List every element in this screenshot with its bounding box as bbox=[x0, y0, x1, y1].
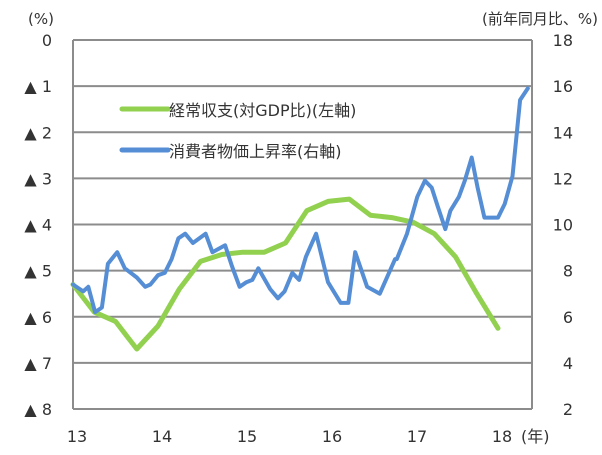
left-tick-label: ▲ 5 bbox=[24, 262, 52, 281]
cpi-line bbox=[71, 86, 530, 315]
x-tick-label: 18 bbox=[492, 427, 512, 446]
left-tick-label: 0 bbox=[42, 31, 52, 50]
x-axis-ticks: 13 14 15 16 17 18 bbox=[67, 427, 512, 446]
x-tick-label: 16 bbox=[322, 427, 342, 446]
left-tick-label: ▲ 2 bbox=[24, 123, 52, 142]
x-tick-label: 17 bbox=[407, 427, 427, 446]
left-axis-ticks: 0 ▲ 1 ▲ 2 ▲ 3 ▲ 4 ▲ 5 ▲ 6 ▲ 7 ▲ 8 bbox=[24, 31, 52, 419]
gridlines bbox=[72, 39, 533, 410]
x-tick-label: 14 bbox=[152, 427, 172, 446]
legend-label-cpi: 消費者物価上昇率(右軸) bbox=[169, 142, 342, 161]
left-tick-label: ▲ 7 bbox=[24, 354, 52, 373]
current-account-line bbox=[70, 196, 501, 352]
right-tick-label: 12 bbox=[553, 169, 573, 188]
right-tick-label: 16 bbox=[553, 77, 573, 96]
right-tick-label: 10 bbox=[553, 216, 573, 235]
left-tick-label: ▲ 3 bbox=[24, 169, 52, 188]
right-axis-unit: (前年同月比、%) bbox=[482, 10, 598, 28]
right-tick-label: 6 bbox=[563, 308, 573, 327]
right-tick-label: 14 bbox=[553, 123, 573, 142]
legend: 経常収支(対GDP比)(左軸) 消費者物価上昇率(右軸) bbox=[119, 101, 356, 161]
left-tick-label: ▲ 8 bbox=[24, 400, 52, 419]
x-axis-unit: (年) bbox=[521, 427, 550, 446]
left-tick-label: ▲ 1 bbox=[24, 77, 52, 96]
right-tick-label: 2 bbox=[563, 400, 573, 419]
right-axis-ticks: 18 16 14 12 10 8 6 4 2 bbox=[553, 31, 573, 419]
left-tick-label: ▲ 4 bbox=[24, 216, 52, 235]
left-tick-label: ▲ 6 bbox=[24, 308, 52, 327]
series-lines bbox=[70, 86, 530, 352]
right-tick-label: 18 bbox=[553, 31, 573, 50]
legend-label-current-account: 経常収支(対GDP比)(左軸) bbox=[169, 101, 356, 120]
left-axis-unit: (%) bbox=[28, 10, 54, 28]
right-tick-label: 4 bbox=[563, 354, 573, 373]
right-tick-label: 8 bbox=[563, 262, 573, 281]
x-tick-label: 13 bbox=[67, 427, 87, 446]
x-tick-label: 15 bbox=[237, 427, 257, 446]
